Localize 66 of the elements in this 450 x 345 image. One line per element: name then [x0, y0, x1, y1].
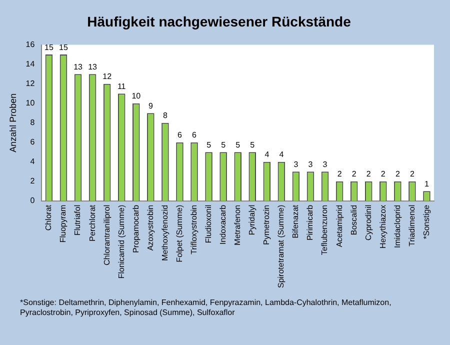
- x-tick-label: Chlorat: [44, 204, 54, 231]
- data-label: 15: [59, 42, 68, 52]
- data-label: 11: [117, 82, 126, 91]
- x-tick-label: Folpet (Summe): [174, 204, 184, 262]
- text: *Sonstige: Deltamethrin, Diphenylamin, Fenhexamid, Fenpyrazamin, Lambda-Cyhalothrin, Metaflumizon, Pyraclostrobin, Pyriproxyfen, Spinosad (Summe), Sulfoxaflor: [19, 297, 392, 318]
- data-label: 2: [366, 170, 372, 179]
- x-tick-label: *Sonstige: [422, 204, 431, 240]
- data-label: 3: [294, 160, 299, 169]
- x-tick-label: Pymetrozin: [262, 204, 272, 245]
- data-label: 13: [88, 62, 98, 72]
- data-label: 12: [102, 72, 112, 82]
- data-label: 6: [192, 130, 198, 140]
- y-tick-label: 0: [30, 196, 36, 206]
- data-label: 15: [44, 42, 54, 52]
- x-tick-label: Metrafenon: [233, 204, 242, 246]
- x-tick-label: Triadimenol: [407, 204, 416, 246]
- x-tick-label: Propamocarb: [131, 204, 140, 253]
- y-tick-label: 10: [26, 98, 36, 108]
- x-tick-label: Trifloxystrobin: [189, 204, 198, 254]
- data-label: 4: [264, 150, 270, 160]
- y-tick-label: 16: [26, 40, 36, 50]
- y-tick-label: 2: [30, 176, 36, 186]
- x-tick-label: Azoxystrobin: [146, 204, 155, 251]
- x-tick-label: Imidacloprid: [392, 204, 402, 248]
- y-tick-label: 6: [30, 138, 36, 147]
- data-label: 13: [74, 62, 84, 72]
- data-label: 5: [250, 140, 256, 150]
- x-tick-label: Methoxyfenozid: [160, 204, 170, 261]
- x-tick-label: Hexythiazox: [378, 204, 388, 248]
- data-label: 1: [424, 179, 430, 188]
- data-label: 4: [279, 150, 284, 160]
- data-label: 3: [322, 160, 328, 169]
- chart-title: Häufigkeit nachgewiesener Rückstände: [87, 13, 352, 30]
- x-tick-label: Fludioxonil: [204, 204, 213, 244]
- y-tick-label: 4: [30, 157, 36, 166]
- x-tick-label: Chlorantraniliprol: [102, 204, 112, 266]
- x-tick-label: Perchlorat: [88, 204, 97, 242]
- x-tick-label: Cyprodinil: [364, 204, 373, 240]
- x-tick-label: Indoxacarb: [218, 204, 228, 244]
- data-label: 2: [410, 170, 415, 179]
- data-label: 9: [148, 101, 154, 110]
- x-tick-label: Boscalid: [349, 204, 358, 236]
- data-label: 3: [308, 160, 314, 169]
- data-label: 2: [395, 170, 400, 179]
- data-label: 10: [132, 92, 142, 101]
- data-label: 2: [352, 170, 357, 179]
- data-label: 8: [162, 111, 168, 120]
- x-tick-label: Flutriafol: [73, 204, 82, 236]
- x-tick-label: Acetamiprid: [334, 204, 344, 248]
- x-tick-label: Flonicamid (Summe): [116, 204, 126, 279]
- data-label: 5: [206, 140, 212, 150]
- y-axis-title: Anzahl Proben: [8, 93, 18, 152]
- x-tick-label: Spirotetramat (Summe): [276, 204, 286, 288]
- x-tick-label: Bifenazat: [291, 204, 300, 238]
- data-label: 2: [337, 170, 342, 179]
- y-tick-label: 12: [26, 79, 36, 88]
- data-label: 6: [178, 130, 183, 140]
- x-tick-label: Pyridalyl: [248, 204, 257, 236]
- y-tick-label: 14: [26, 60, 36, 69]
- data-label: 5: [236, 140, 241, 150]
- x-tick-label: Teflubenzuron: [320, 204, 330, 256]
- data-label: 5: [221, 140, 226, 150]
- x-tick-label: Pirimicarb: [306, 204, 315, 240]
- y-tick-label: 8: [30, 118, 36, 128]
- x-tick-label: Fluopyram: [58, 204, 68, 243]
- data-label: 2: [380, 170, 386, 179]
